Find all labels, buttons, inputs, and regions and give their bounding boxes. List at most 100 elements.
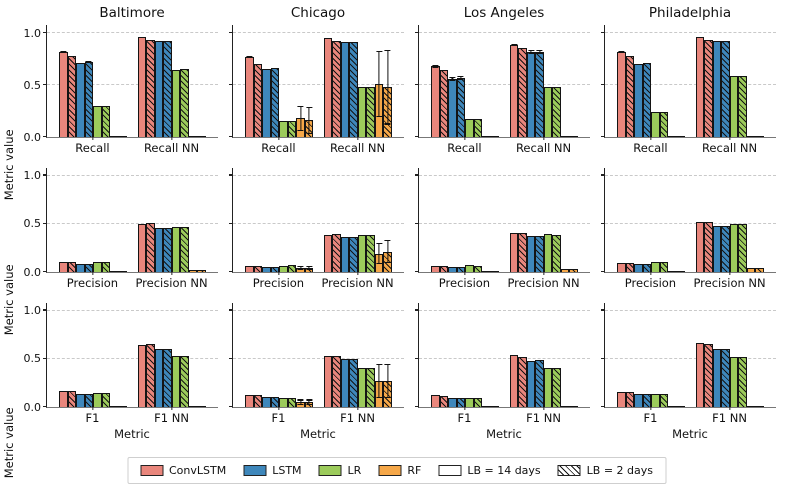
x-tick-mark xyxy=(278,137,280,140)
y-tick-mark xyxy=(601,32,605,34)
x-tick-mark xyxy=(650,272,652,275)
bar-lr-lb14 xyxy=(357,235,367,272)
bar-convlstm-lb14 xyxy=(244,57,254,137)
bar-convlstm-lb2 xyxy=(332,234,341,272)
x-tick-mark xyxy=(729,272,731,275)
gridline xyxy=(47,84,218,86)
y-tick-mark xyxy=(229,135,233,137)
gridline xyxy=(233,309,404,311)
x-tick-label: Recall NN xyxy=(143,141,200,155)
bar-convlstm-lb14 xyxy=(616,263,626,272)
gridline xyxy=(419,222,590,224)
x-tick-labels: F1 F1 NN xyxy=(604,408,776,425)
bar-rf-lb14 xyxy=(110,271,119,272)
x-tick-label: Precision xyxy=(66,276,119,290)
bar-lr-lb2 xyxy=(552,367,561,407)
bar-convlstm-lb14 xyxy=(323,355,333,407)
bar-convlstm-lb14 xyxy=(244,266,254,272)
bar-lstm-lb2 xyxy=(163,349,172,407)
subplot-chicago-precision: Precision Precision NN xyxy=(229,168,404,290)
bar-lstm-lb2 xyxy=(84,264,94,272)
x-tick-label: Recall NN xyxy=(515,141,572,155)
bar-lr-lb2 xyxy=(287,121,297,137)
x-tick-label: F1 NN xyxy=(340,411,375,425)
x-tick-label: Precision NN xyxy=(321,276,394,290)
bar-convlstm-lb14 xyxy=(323,38,333,137)
bar-lstm-lb14 xyxy=(262,68,271,137)
bar-rf-lb2 xyxy=(118,136,128,137)
bar-group-precision-nn xyxy=(323,168,392,272)
bar-lr-lb14 xyxy=(279,121,288,137)
gridline xyxy=(419,174,590,176)
bar-group-recall xyxy=(430,25,500,137)
y-tick-mark xyxy=(415,405,419,407)
x-tick-label: F1 xyxy=(85,411,100,425)
bar-lstm-lb2 xyxy=(84,393,94,407)
x-tick-label: F1 xyxy=(271,411,286,425)
x-tick-labels: F1 F1 NN xyxy=(232,408,404,425)
bar-lstm-lb2 xyxy=(270,267,280,272)
bar-convlstm-lb2 xyxy=(439,266,449,272)
error-bar xyxy=(375,243,383,265)
bar-lstm-lb14 xyxy=(526,360,536,407)
bar-lstm-lb14 xyxy=(340,358,350,407)
plot-area: 0.0 0.5 1.0 xyxy=(24,303,218,414)
bar-lstm-lb2 xyxy=(349,41,358,137)
bar-convlstm-lb14 xyxy=(137,37,147,137)
bar-group-precision xyxy=(616,168,686,272)
x-axis-label: Metric xyxy=(114,427,150,441)
plot-area: 0.0 0.5 1.0 xyxy=(24,25,218,144)
y-tick-mark xyxy=(229,83,233,86)
error-bar xyxy=(297,399,305,406)
y-axis-label: Metric value xyxy=(2,407,16,479)
bar-group-precision xyxy=(430,168,500,272)
x-tick-label: Precision NN xyxy=(693,276,766,290)
bar-lr-lb2 xyxy=(366,235,375,272)
y-tick-label: 0.5 xyxy=(23,78,42,92)
bar-convlstm-lb14 xyxy=(616,51,626,137)
error-bar xyxy=(245,56,253,59)
subplot-philadelphia-recall: Philadelphia Recall Recall NN xyxy=(601,4,776,155)
plot-area xyxy=(601,303,776,410)
bar-lr-lb2 xyxy=(101,392,111,407)
error-bar xyxy=(457,75,465,81)
gridline xyxy=(605,222,776,224)
x-tick-label: F1 NN xyxy=(154,411,189,425)
y-tick-mark xyxy=(601,222,605,224)
y-tick-mark xyxy=(601,309,605,311)
bar-lr-lb2 xyxy=(287,265,297,272)
bar-convlstm-lb2 xyxy=(332,40,341,137)
bar-convlstm-lb2 xyxy=(146,39,155,137)
error-bar xyxy=(527,49,535,55)
subplot-row-1: Metric value 0.0 0.5 1.0 Precision Precision … xyxy=(0,168,793,335)
bar-convlstm-lb14 xyxy=(137,223,147,272)
bar-lstm-lb14 xyxy=(712,40,722,137)
gridline xyxy=(233,32,404,34)
x-tick-mark xyxy=(543,272,545,275)
x-tick-labels: Recall Recall NN xyxy=(604,138,776,155)
bar-lr-lb14 xyxy=(279,398,288,407)
y-tick-mark xyxy=(601,83,605,86)
x-tick-mark xyxy=(543,407,545,410)
y-tick-label: 0.0 xyxy=(23,400,42,414)
bar-convlstm-lb14 xyxy=(509,355,519,407)
bar-lr-lb2 xyxy=(101,105,111,137)
bar-group-recall-nn xyxy=(323,25,392,137)
x-tick-mark xyxy=(543,137,545,140)
error-bar xyxy=(305,106,313,134)
bar-lstm-lb2 xyxy=(642,264,652,272)
bar-group-f1-nn xyxy=(323,303,392,407)
bar-rf-lb14 xyxy=(110,406,119,407)
bar-lstm-lb14 xyxy=(634,264,643,272)
x-tick-mark xyxy=(357,272,359,275)
bar-group-f1-nn xyxy=(509,303,578,407)
y-tick-mark xyxy=(601,135,605,137)
bar-convlstm-lb14 xyxy=(509,232,519,272)
bar-lstm-lb2 xyxy=(721,349,730,407)
bar-lr-lb2 xyxy=(552,87,561,137)
bar-lr-lb2 xyxy=(738,223,747,272)
error-bar xyxy=(305,399,313,406)
bar-convlstm-lb2 xyxy=(704,344,713,407)
bar-group-recall xyxy=(244,25,314,137)
